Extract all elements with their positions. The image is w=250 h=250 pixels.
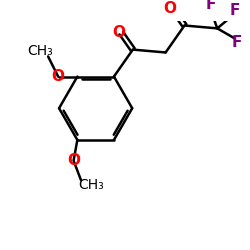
Text: O: O	[67, 154, 80, 168]
Text: CH₃: CH₃	[27, 44, 53, 58]
Text: CH₃: CH₃	[78, 178, 104, 192]
Text: F: F	[205, 0, 216, 12]
Text: O: O	[52, 69, 65, 84]
Text: O: O	[112, 25, 125, 40]
Text: F: F	[231, 34, 242, 50]
Text: F: F	[229, 3, 240, 18]
Text: O: O	[164, 0, 177, 16]
